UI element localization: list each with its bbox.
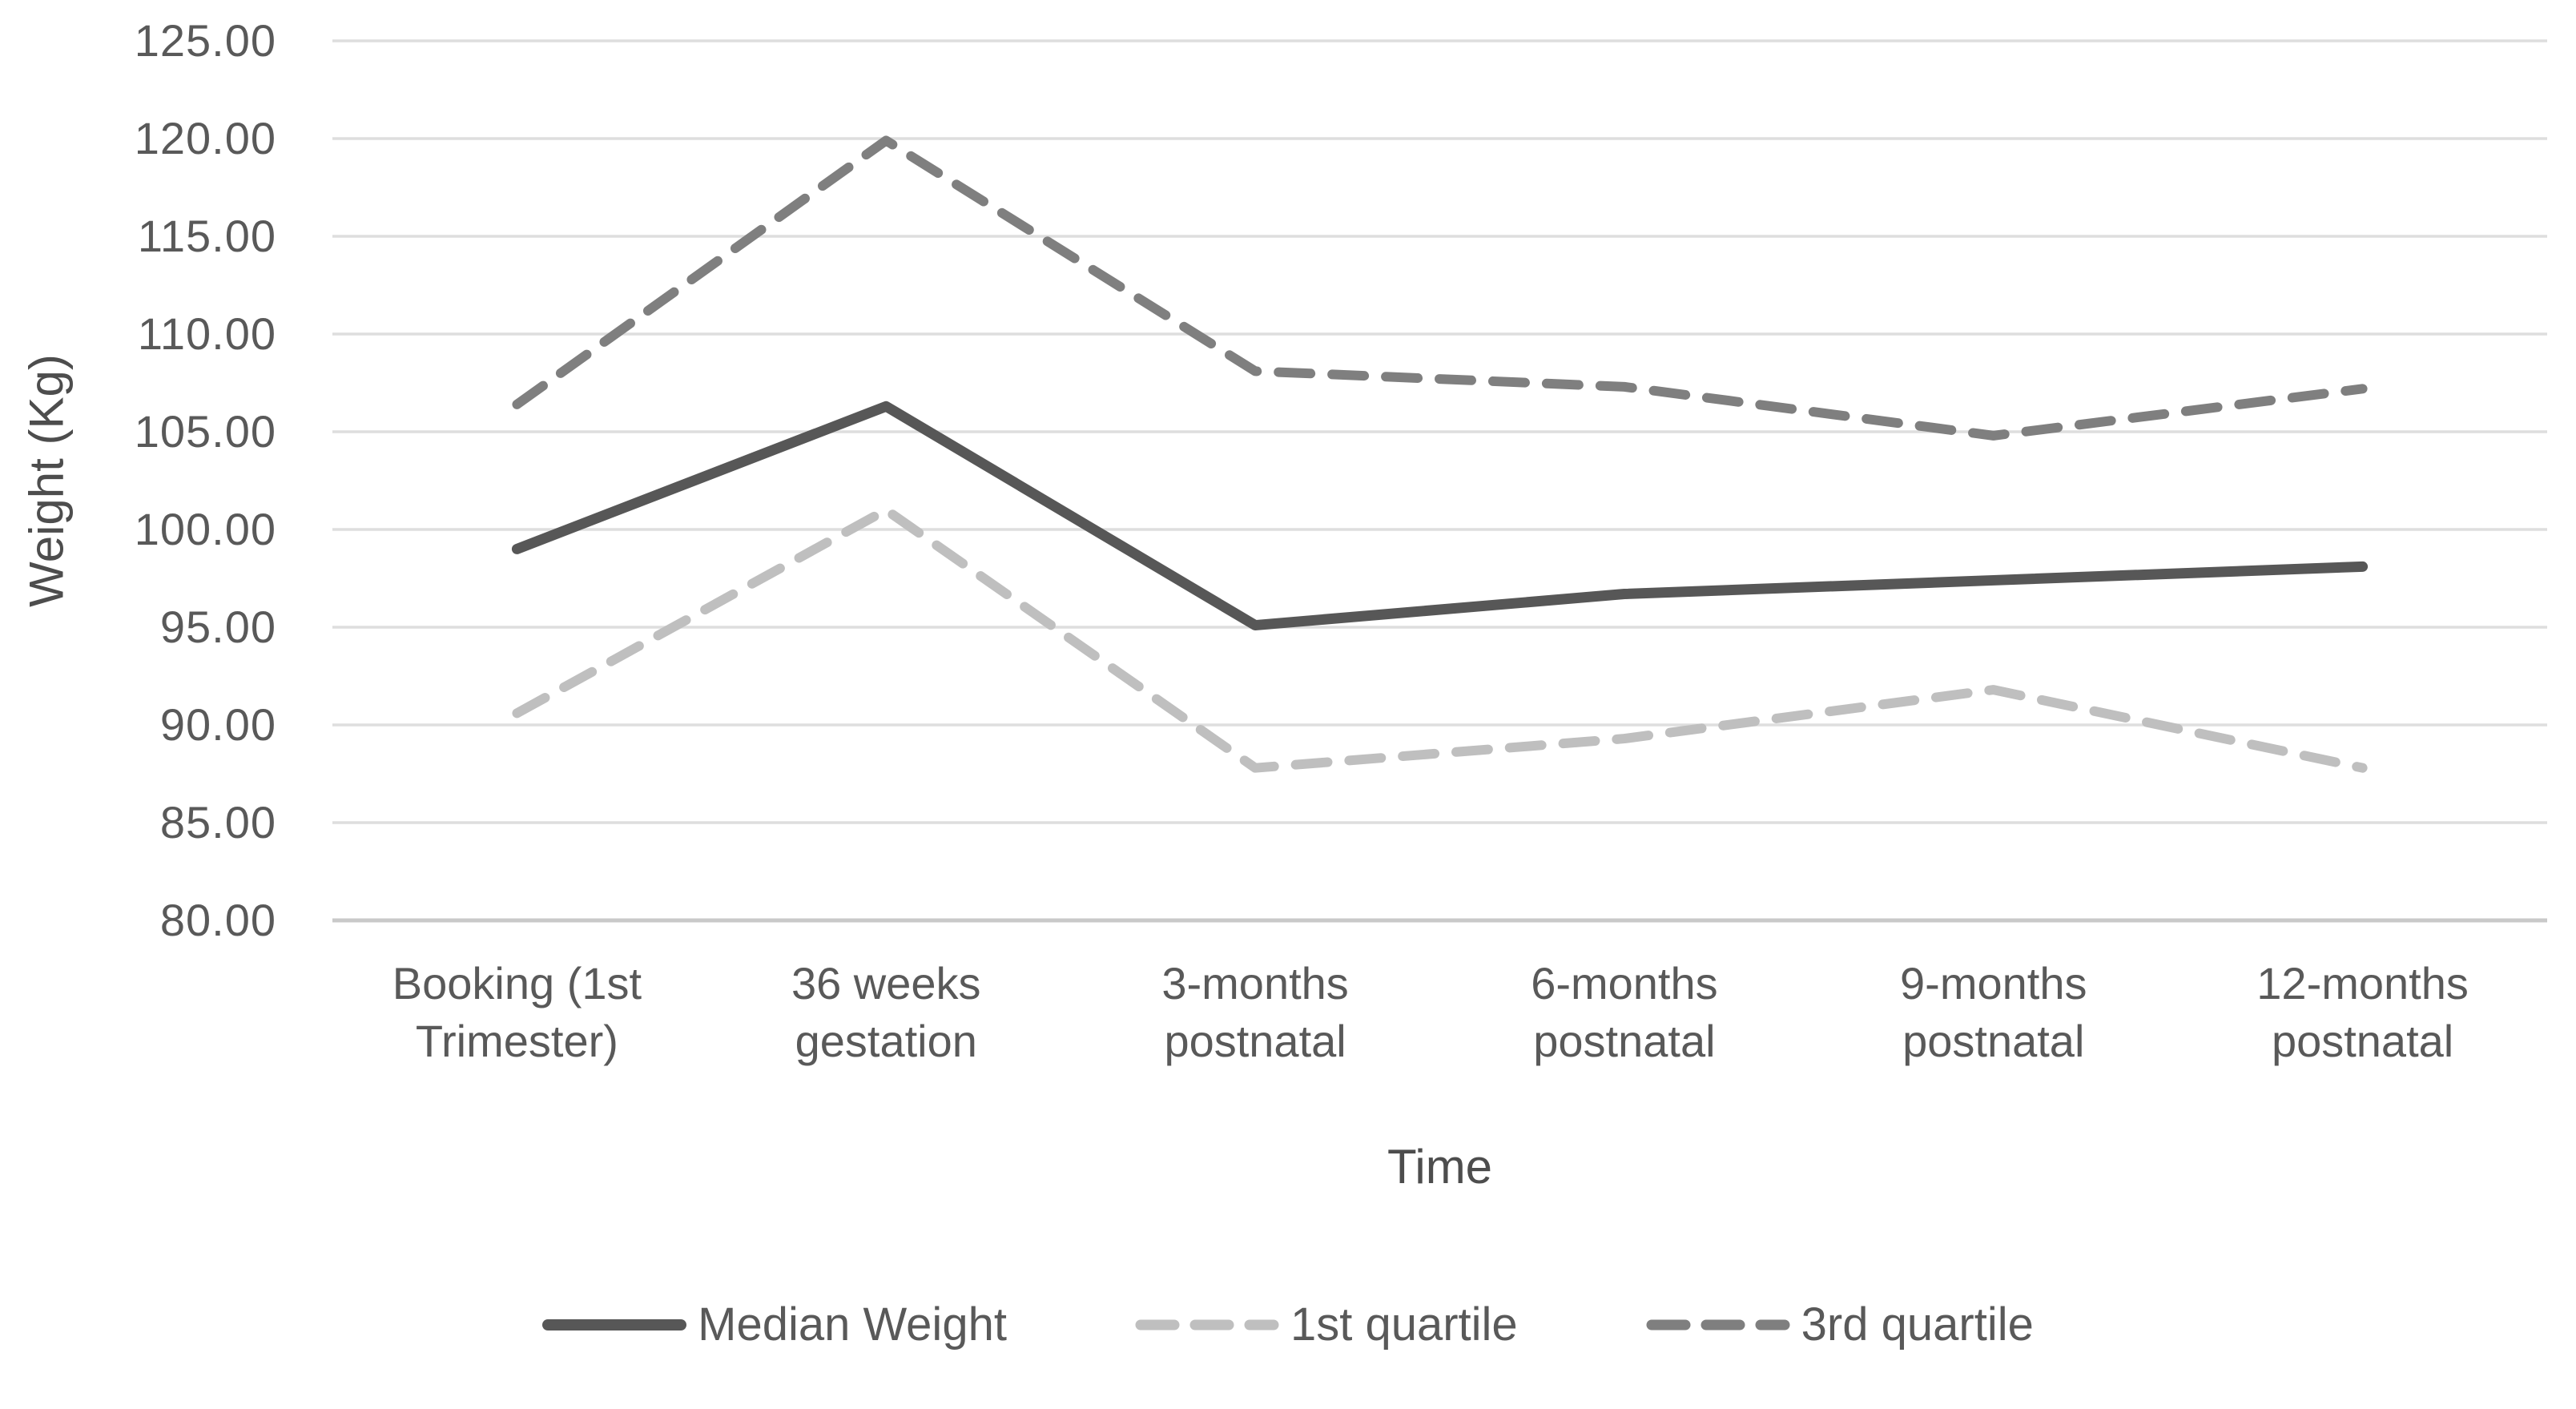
x-axis-title: Time (1387, 1140, 1493, 1194)
series-line-1st-quartile (512, 505, 2368, 773)
legend-line-swatch-icon (542, 1318, 687, 1330)
x-tick-label: 3-months postnatal (1161, 958, 1349, 1066)
y-tick-label: 90.00 (159, 699, 276, 750)
legend-line-swatch-icon (1646, 1319, 1790, 1330)
legend-item-label: 1st quartile (1290, 1298, 1518, 1351)
legend-item-1st-quartile: 1st quartile (1135, 1298, 1518, 1351)
y-tick-label: 110.00 (137, 308, 276, 359)
y-tick-label: 105.00 (134, 406, 276, 457)
y-tick-label: 80.00 (159, 895, 276, 945)
y-tick-label: 85.00 (159, 797, 276, 847)
gridlines (332, 39, 2547, 923)
series-line-3rd-quartile (512, 135, 2368, 441)
series-lines (511, 135, 2369, 773)
chart-legend: Median Weight 1st quartile 3rd quartile (0, 1298, 2576, 1351)
legend-item-median-weight: Median Weight (542, 1298, 1007, 1351)
legend-item-label: Median Weight (698, 1298, 1007, 1351)
y-tick-label: 100.00 (134, 504, 276, 554)
y-tick-label: 95.00 (159, 602, 276, 652)
x-tick-label: 12-months postnatal (2256, 958, 2469, 1066)
y-tick-label: 115.00 (137, 211, 276, 261)
legend-item-3rd-quartile: 3rd quartile (1646, 1298, 2034, 1351)
x-tick-label: 6-months postnatal (1531, 958, 1718, 1066)
series-line-median-weight (511, 401, 2369, 631)
x-tick-label: Booking (1st Trimester) (392, 958, 642, 1066)
x-tick-label: 9-months postnatal (1900, 958, 2087, 1066)
y-tick-label: 125.00 (134, 15, 276, 66)
x-tick-label: 36 weeks gestation (791, 958, 981, 1066)
legend-line-swatch-icon (1135, 1319, 1279, 1330)
y-axis-title: Weight (Kg) (19, 354, 74, 607)
legend-item-label: 3rd quartile (1801, 1298, 2034, 1351)
y-tick-label: 120.00 (134, 113, 276, 163)
